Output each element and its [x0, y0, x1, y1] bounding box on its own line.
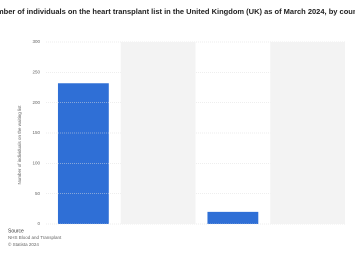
bar: [57, 83, 109, 225]
source-text: © Statista 2024: [8, 241, 39, 247]
y-tick-label: 300: [32, 39, 40, 44]
y-tick-label: 250: [32, 70, 40, 75]
source-title: Source: [8, 228, 24, 234]
y-tick-label: 200: [32, 100, 40, 105]
y-tick-label: 50: [35, 191, 41, 196]
chart-title: Number of individuals on the heart trans…: [0, 7, 355, 16]
y-axis-label: Number of individuals on the waiting lis…: [17, 105, 22, 185]
band-bg: [120, 42, 196, 224]
y-tick-label: 150: [32, 130, 40, 135]
bar: [207, 211, 259, 224]
y-tick-label: 0: [37, 221, 40, 226]
band-bg: [270, 42, 345, 224]
source-text: NHS Blood and Transplant: [8, 235, 62, 240]
y-tick-label: 100: [32, 161, 40, 166]
